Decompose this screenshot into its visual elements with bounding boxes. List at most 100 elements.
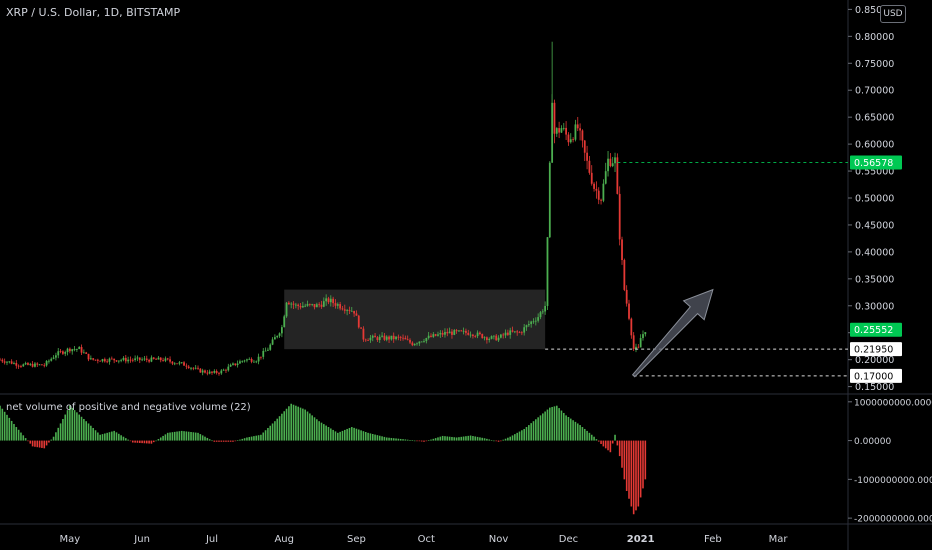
price-tick-label: 0.55000 [855, 167, 894, 178]
candle-body [218, 372, 220, 374]
candle-body [630, 318, 633, 336]
candle-body [208, 371, 211, 374]
net-volume-bar [118, 433, 120, 441]
net-volume-bar [623, 440, 626, 480]
net-volume-bar [332, 429, 334, 441]
net-volume-bar [448, 436, 451, 441]
candle-body [336, 304, 339, 306]
net-volume-bar [283, 411, 286, 441]
candle-body [425, 338, 428, 342]
candle-body [486, 337, 488, 341]
net-volume-bar [614, 434, 616, 441]
candle-body [455, 330, 458, 332]
candle-body [539, 312, 542, 318]
net-volume-bar [465, 436, 467, 441]
candle-body [616, 157, 619, 194]
candle-body [462, 330, 465, 332]
candle-body [460, 330, 463, 332]
candle-body [3, 361, 6, 363]
net-volume-bar [64, 414, 67, 441]
candle-body [378, 336, 381, 341]
candle-body [101, 359, 104, 362]
net-volume-bar [278, 416, 281, 441]
net-volume-bar [43, 440, 46, 449]
net-volume-bar [164, 434, 167, 441]
net-volume-bar [339, 431, 341, 441]
candle-body [141, 359, 144, 361]
candle-body [355, 313, 358, 316]
candle-body [211, 371, 213, 373]
price-tick-label: 0.80000 [855, 32, 894, 43]
net-volume-bar [476, 436, 479, 441]
candle-body [499, 334, 502, 338]
candle-body [66, 348, 69, 353]
candle-body [364, 339, 367, 341]
net-volume-bar [367, 432, 369, 441]
candle-body [635, 346, 637, 349]
candle-body [390, 335, 393, 340]
net-volume-bar [381, 436, 383, 441]
candle-body [567, 134, 570, 143]
net-volume-bar [337, 432, 339, 441]
candle-body [169, 359, 171, 362]
net-volume-bar [409, 440, 411, 441]
candle-body [276, 335, 279, 338]
net-volume-bar [20, 432, 22, 441]
time-tick-label: Mar [769, 534, 789, 545]
net-volume-bar [8, 417, 11, 441]
net-volume-bar [348, 427, 351, 441]
net-volume-bar [213, 440, 216, 442]
net-volume-bar [625, 440, 628, 491]
net-volume-bar [69, 405, 71, 441]
net-volume-bar [420, 440, 423, 442]
currency-button[interactable]: USD [880, 5, 906, 23]
candle-body [481, 334, 484, 339]
net-volume-bar [395, 438, 397, 441]
net-volume-bar [320, 422, 323, 441]
net-volume-bar [59, 423, 62, 441]
candle-body [15, 363, 18, 366]
candle-body [213, 370, 216, 373]
candle-body [78, 347, 81, 350]
net-volume-bar [162, 435, 164, 441]
candle-body [381, 335, 383, 337]
candle-body [8, 361, 11, 363]
candle-body [243, 360, 246, 362]
candle-body [94, 359, 97, 361]
net-volume-bar [581, 427, 584, 441]
net-volume-bar [66, 410, 69, 441]
net-volume-bar [80, 416, 83, 441]
candle-body [611, 163, 614, 167]
net-volume-bar [467, 435, 470, 441]
candle-body [73, 349, 76, 350]
candle-body [150, 357, 153, 362]
candle-body [301, 306, 304, 308]
candle-body [565, 127, 568, 135]
candle-body [376, 337, 379, 341]
net-volume-bar [609, 440, 612, 453]
candle-body [607, 158, 609, 172]
price-tick-label: 0.40000 [855, 247, 894, 258]
candle-body [509, 330, 512, 335]
net-volume-bar [0, 405, 1, 441]
candle-body [329, 298, 332, 303]
candle-body [185, 365, 188, 367]
time-tick-label: Jul [205, 534, 218, 545]
net-volume-bar [493, 440, 495, 442]
candle-body [87, 353, 90, 360]
candle-body [385, 336, 388, 340]
net-volume-bar [222, 440, 225, 442]
net-volume-bar [111, 431, 113, 441]
net-volume-bar [190, 432, 192, 441]
candle-body [262, 350, 265, 357]
candle-body [64, 352, 67, 354]
net-volume-bar [225, 440, 227, 442]
net-volume-bar [364, 432, 367, 441]
candle-body [134, 358, 137, 361]
indicator-tick-label: -2000000000.00000 [854, 515, 932, 525]
net-volume-bar [439, 436, 442, 441]
candle-body [120, 359, 123, 361]
candle-body [52, 357, 55, 359]
candle-body [632, 335, 635, 349]
